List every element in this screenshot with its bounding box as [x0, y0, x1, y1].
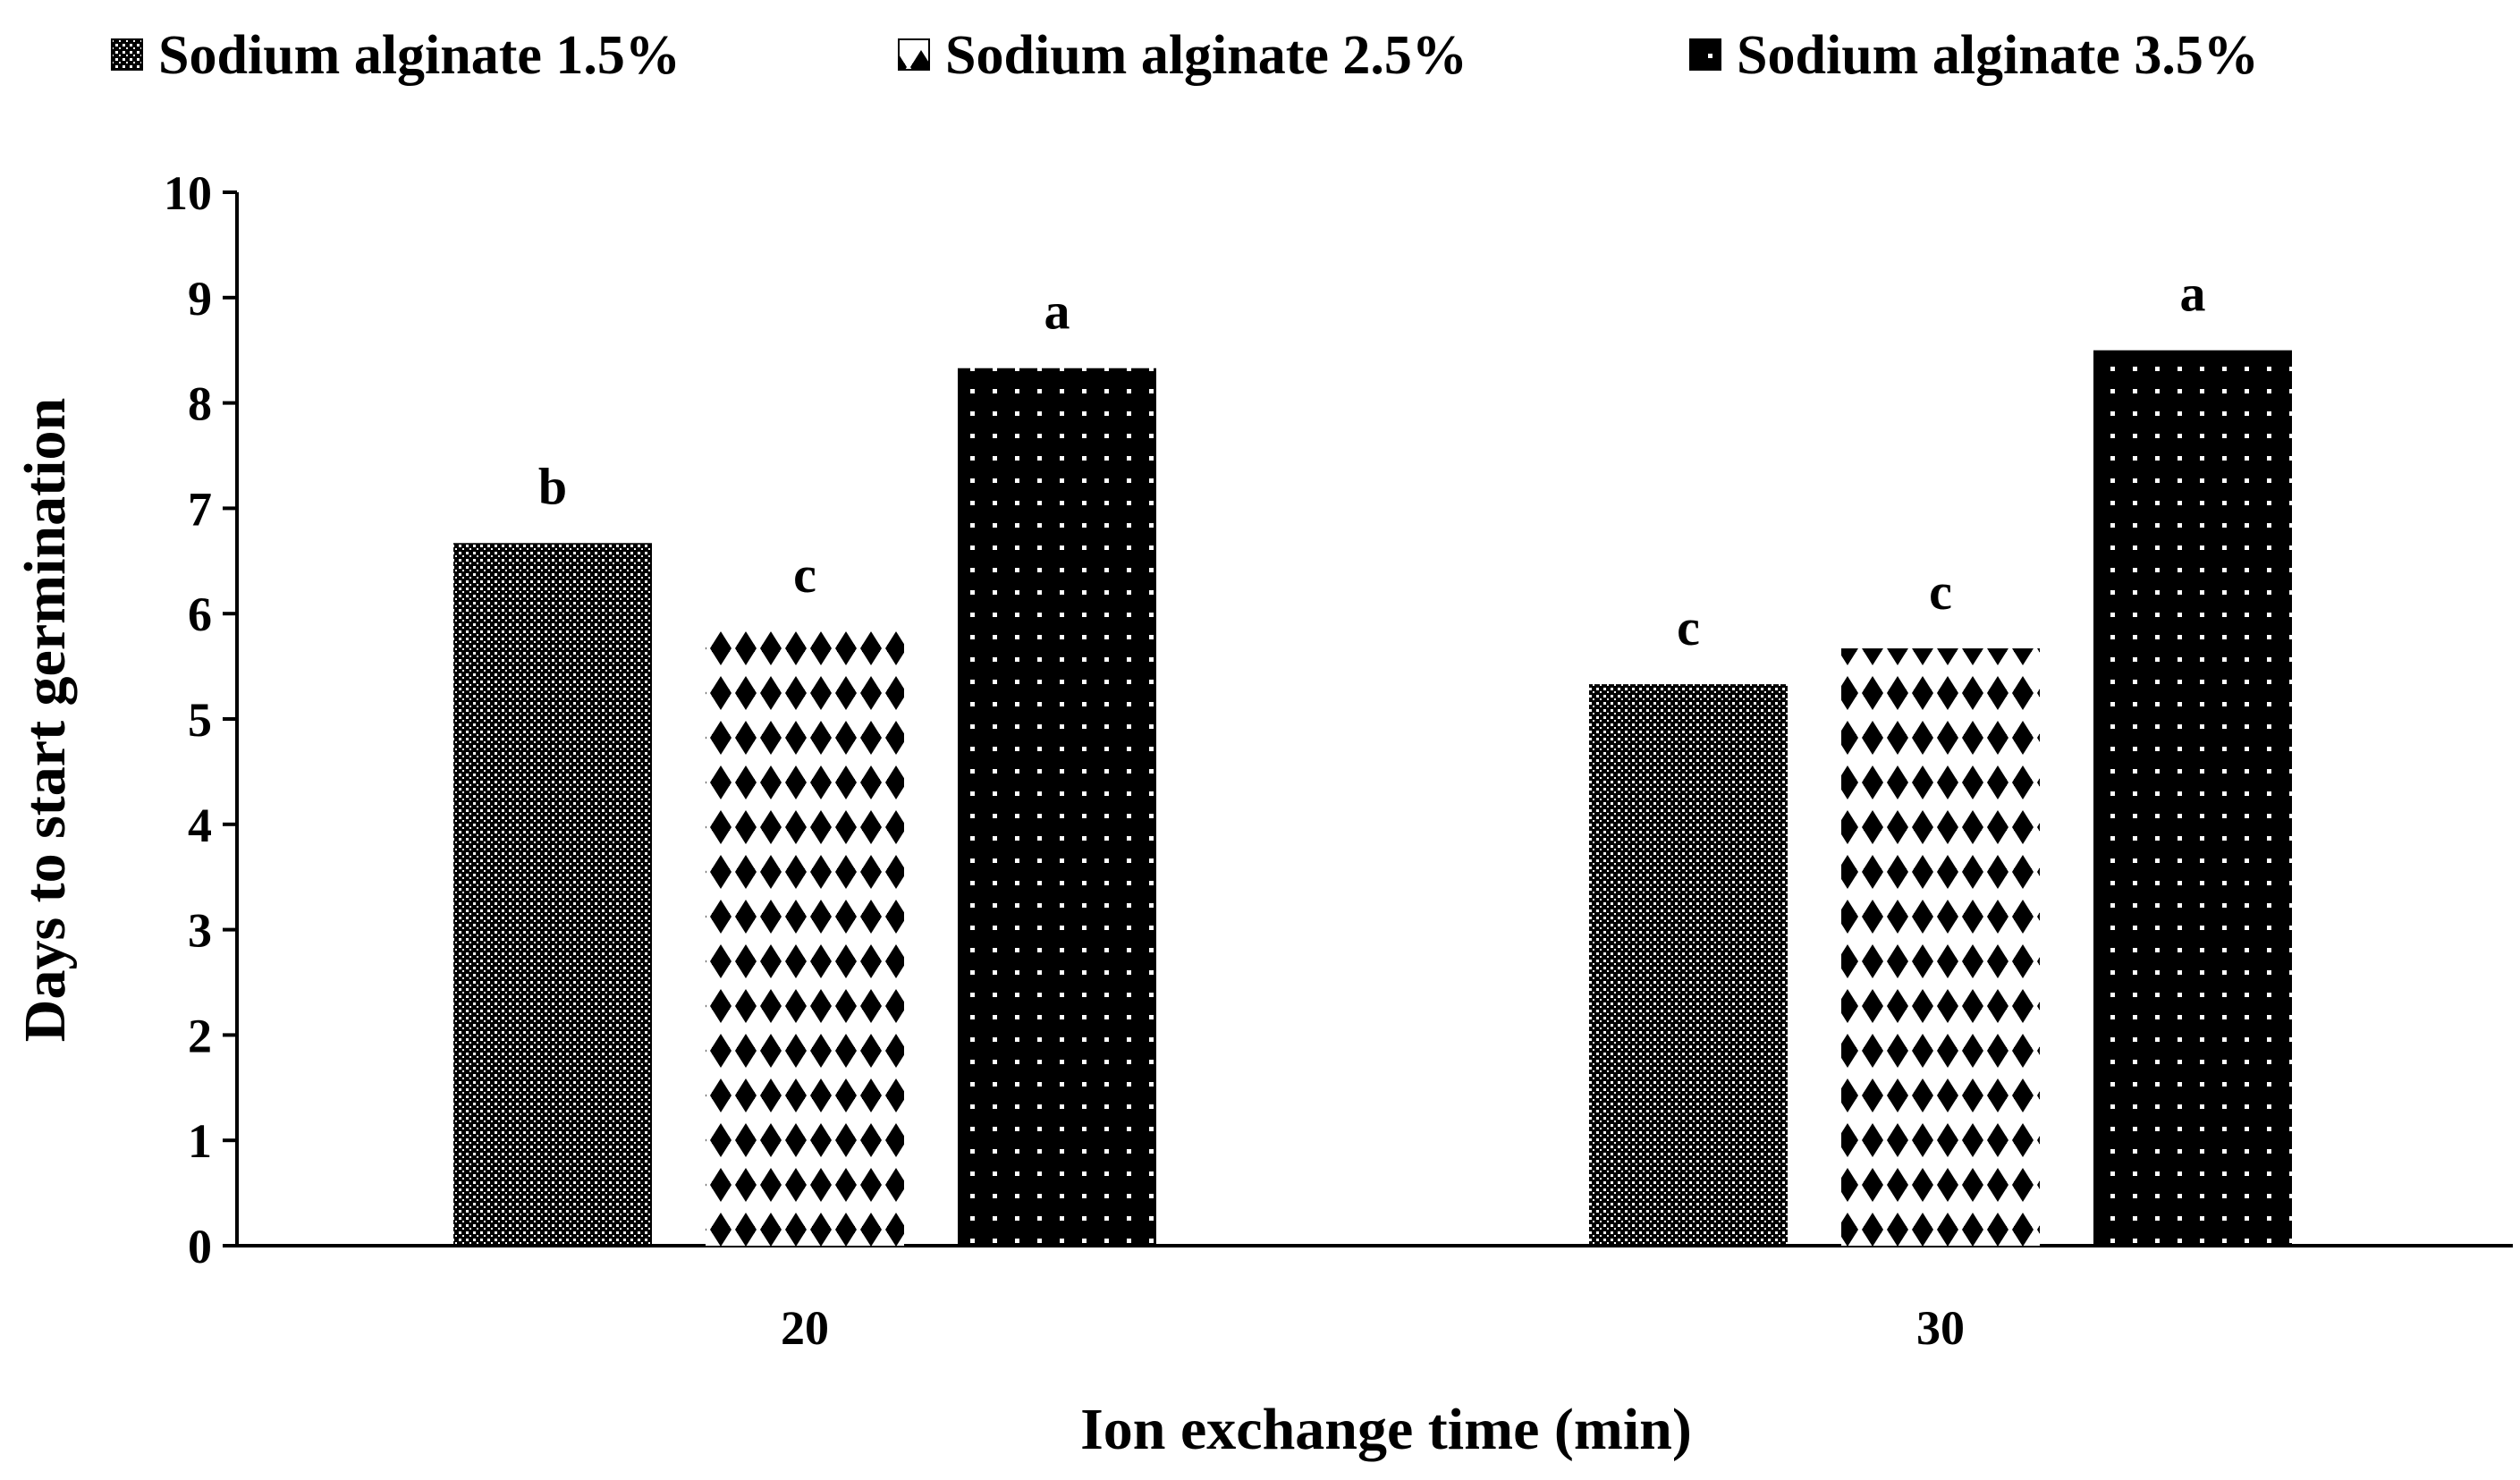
y-tick-label: 2 — [188, 1009, 212, 1062]
legend-swatch — [898, 38, 930, 71]
bar-2-20 — [706, 631, 904, 1246]
x-axis: 20 30 — [237, 1244, 2513, 1355]
x-axis-title: Ion exchange time (min) — [1080, 1397, 1692, 1462]
legend-item: Sodium alginate 1.5% — [111, 25, 681, 86]
x-tick-label: 20 — [781, 1301, 829, 1355]
bar-labels: b c c c a a — [538, 265, 2206, 656]
significance-label: c — [793, 545, 816, 604]
y-tick-label: 3 — [188, 904, 212, 958]
y-axis: 0 1 2 3 4 5 6 7 8 9 10 — [164, 166, 239, 1273]
y-tick-label: 4 — [188, 799, 212, 852]
bar-2-30 — [1841, 648, 2040, 1246]
bar-3-30 — [2093, 350, 2292, 1246]
significance-label: a — [2180, 265, 2206, 323]
bar-1-30 — [1589, 684, 1788, 1246]
significance-label: c — [1929, 562, 1952, 621]
y-axis-title: Days to start germination — [13, 398, 78, 1042]
significance-label: a — [1044, 283, 1070, 341]
significance-label: c — [1677, 598, 1700, 656]
y-tick-label: 5 — [188, 693, 212, 747]
y-tick-label: 0 — [188, 1220, 212, 1273]
y-tick-label: 7 — [188, 482, 212, 536]
significance-label: b — [538, 457, 567, 515]
bar-3-20 — [958, 368, 1156, 1246]
x-tick-label: 30 — [1916, 1301, 1965, 1355]
legend-swatch — [111, 38, 143, 71]
bar-1-20 — [453, 543, 652, 1246]
y-tick-label: 6 — [188, 588, 212, 641]
legend-label: Sodium alginate 2.5% — [945, 25, 1467, 86]
bars — [453, 350, 2292, 1246]
legend-label: Sodium alginate 1.5% — [158, 25, 681, 86]
y-tick-label: 8 — [188, 377, 212, 431]
y-tick-label: 10 — [164, 166, 212, 220]
legend-item: Sodium alginate 2.5% — [898, 25, 1467, 86]
y-tick-label: 9 — [188, 272, 212, 326]
legend-swatch — [1689, 38, 1721, 71]
y-tick-label: 1 — [188, 1114, 212, 1168]
legend: Sodium alginate 1.5% Sodium alginate 2.5%… — [111, 25, 2259, 86]
legend-item: Sodium alginate 3.5% — [1689, 25, 2259, 86]
legend-label: Sodium alginate 3.5% — [1737, 25, 2259, 86]
